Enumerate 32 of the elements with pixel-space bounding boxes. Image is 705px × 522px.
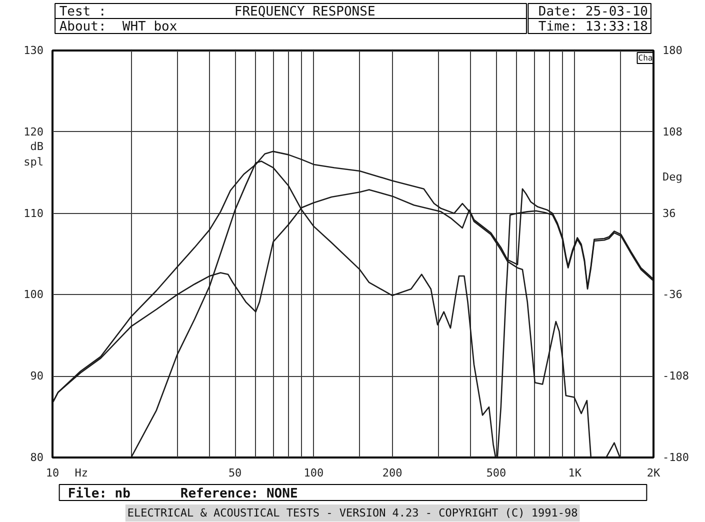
x-tick-label: 10	[46, 466, 60, 480]
text: Date: 25-03-10	[538, 4, 648, 20]
text: Test :	[59, 4, 106, 20]
x-tick-label: 2K	[646, 466, 660, 480]
text: Reference: NONE	[180, 486, 298, 502]
x-tick-label: 1K	[568, 466, 582, 480]
annotation: Cha	[638, 54, 653, 62]
x-tick-label: 200	[382, 466, 402, 480]
text: WHT box	[122, 20, 178, 34]
text: ELECTRICAL & ACOUSTICAL TESTS - VERSION 4.23 - COPYRIGHT (C) 1991-98	[127, 506, 578, 520]
y-tick-label: 120	[24, 125, 44, 138]
x-tick-label: 500	[486, 466, 506, 480]
y-tick-label: 130	[24, 44, 44, 57]
y2-tick-label: 108	[662, 125, 682, 138]
y2-axis-title: Deg	[662, 170, 682, 184]
y-tick-label: 100	[24, 288, 44, 302]
text: File: nb	[68, 486, 131, 502]
y2-tick-label: 36	[662, 206, 676, 220]
x-tick-label: 50	[228, 466, 242, 480]
y-tick-label: 90	[30, 370, 44, 383]
x-axis-title: Hz	[74, 466, 88, 480]
text: About:	[59, 20, 106, 34]
y-axis-title: dB spl	[24, 140, 44, 169]
y2-tick-label: -36	[662, 288, 682, 302]
text: Time: 13:33:18	[538, 20, 648, 34]
y-tick-label: 110	[24, 206, 44, 220]
y2-tick-label: -108	[662, 370, 689, 383]
chart-title: FREQUENCY RESPONSE	[234, 4, 376, 20]
y2-tick-label: 180	[662, 44, 682, 57]
x-tick-label: 100	[304, 466, 324, 480]
y-tick-label: 80	[30, 451, 44, 464]
y2-tick-label: -180	[662, 451, 689, 464]
